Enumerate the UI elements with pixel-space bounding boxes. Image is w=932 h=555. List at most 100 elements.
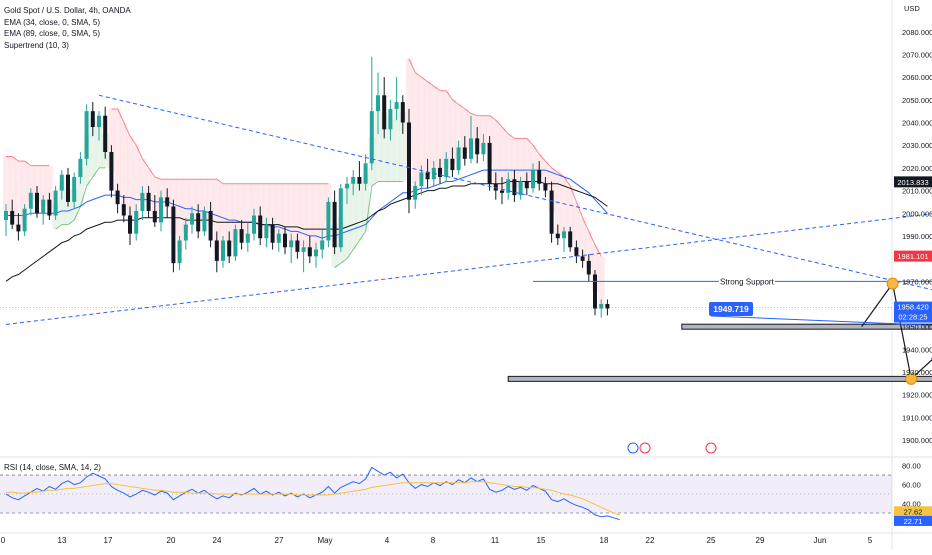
candle	[252, 208, 256, 241]
candle	[208, 201, 213, 248]
supertrend-legend[interactable]: Supertrend (10, 3)	[4, 40, 69, 50]
candle-body	[301, 247, 306, 252]
price-tick-label: 2010.000	[902, 187, 932, 196]
symbol-title[interactable]: Gold Spot / U.S. Dollar, 4h, OANDA	[4, 6, 131, 15]
candle-body	[152, 210, 157, 223]
time-tick-label: 18	[600, 536, 609, 545]
candle	[28, 188, 33, 216]
supertrend-line-segment	[470, 112, 478, 117]
supertrend-band-segment	[591, 245, 599, 292]
supertrend-line-segment	[433, 85, 441, 92]
candle-body	[66, 174, 70, 202]
candle-body	[22, 208, 27, 232]
candle-body	[233, 229, 238, 257]
candle-body	[438, 167, 442, 177]
candle	[90, 102, 95, 137]
candle	[128, 206, 132, 246]
time-tick-label: 27	[275, 536, 284, 545]
candle	[115, 183, 120, 214]
supertrend-band-segment	[517, 138, 524, 189]
candle-body	[84, 111, 89, 159]
candle	[159, 190, 163, 232]
candle	[214, 231, 219, 273]
candle-body	[338, 188, 343, 248]
zone-1950-box	[681, 323, 932, 330]
rsi-ma-line	[6, 481, 620, 516]
supertrend-band-segment	[21, 161, 28, 221]
candle	[537, 161, 542, 191]
indicator-legend: Gold Spot / U.S. Dollar, 4h, OANDA EMA (…	[4, 5, 131, 51]
supertrend-band-segment	[250, 183, 258, 225]
candle-body	[580, 256, 585, 261]
supertrend-line-segment	[346, 249, 354, 259]
candle	[301, 240, 306, 273]
candle	[202, 206, 207, 236]
supertrend-band-segment	[492, 120, 500, 188]
event-dividend-icon	[627, 442, 639, 454]
supertrend-line-segment	[551, 167, 559, 173]
candle	[487, 136, 492, 191]
price-tick-label: 2050.000	[902, 96, 932, 105]
supertrend-band-segment	[281, 183, 289, 241]
supertrend-band-segment	[585, 231, 593, 268]
supertrend-line-segment	[135, 144, 143, 160]
supertrend-band-segment	[238, 183, 245, 236]
candle	[345, 176, 349, 205]
candle	[326, 197, 331, 248]
candle-body	[493, 183, 498, 191]
supertrend-line-segment	[538, 153, 546, 162]
candle-body	[270, 224, 275, 243]
candle-body	[555, 233, 560, 239]
drawings: Strong Support 1949.719	[0, 94, 932, 454]
supertrend-band-segment	[195, 179, 202, 223]
supertrend-line-segment	[445, 90, 453, 101]
rsi-tick-label: 40.00	[902, 500, 921, 509]
candle-body	[72, 176, 77, 202]
supertrend-line-segment	[123, 122, 131, 137]
candle	[264, 217, 269, 248]
time-tick-label: 24	[213, 536, 222, 545]
candle-body	[4, 210, 8, 221]
supertrend-band-segment	[226, 183, 233, 249]
supertrend-band-segment	[9, 156, 16, 218]
supertrend-band-segment	[436, 90, 444, 173]
candle	[10, 199, 15, 230]
candle-body	[239, 229, 244, 243]
rsi-legend[interactable]: RSI (14, close, SMA, 14, 2)	[4, 463, 101, 472]
candle-body	[345, 183, 349, 189]
ema34-legend[interactable]: EMA (34, close, 0, SMA, 5)	[4, 17, 101, 27]
supertrend-line-segment	[67, 219, 75, 226]
candle-body	[462, 147, 467, 159]
candle	[146, 186, 151, 218]
pivot-high-marker	[886, 277, 899, 290]
supertrend-line-segment	[86, 176, 94, 187]
candle	[78, 152, 83, 184]
price-tick-label: 1970.000	[902, 277, 932, 286]
supertrend-line-segment	[507, 133, 515, 139]
supertrend-band-segment	[263, 183, 270, 232]
candle-body	[605, 304, 610, 309]
rsi-badge-bg	[894, 515, 932, 526]
last-price-badge-bg	[894, 301, 932, 323]
candle-body	[549, 190, 554, 234]
candle-body	[444, 158, 449, 177]
candle	[580, 249, 585, 268]
supertrend-band-segment	[381, 112, 388, 182]
supertrend-band-segment	[560, 176, 568, 235]
candle-body	[78, 158, 83, 177]
price-tick-label: 1950.000	[902, 323, 932, 332]
supertrend-line-segment	[334, 262, 342, 269]
candle-body	[320, 240, 325, 250]
supertrend-line-segment	[427, 81, 435, 87]
candle	[407, 108, 411, 214]
supertrend-line-segment	[458, 103, 466, 110]
candle-body	[599, 304, 604, 309]
ema89-legend[interactable]: EMA (89, close, 0, SMA, 5)	[4, 29, 101, 38]
supertrend-band-segment	[480, 115, 487, 149]
supertrend-band-segment	[399, 112, 407, 182]
candle-body	[28, 192, 33, 209]
supertrend-band-segment	[288, 183, 295, 244]
supertrend-band-segment	[182, 179, 190, 233]
supertrend-band-segment	[424, 81, 431, 176]
